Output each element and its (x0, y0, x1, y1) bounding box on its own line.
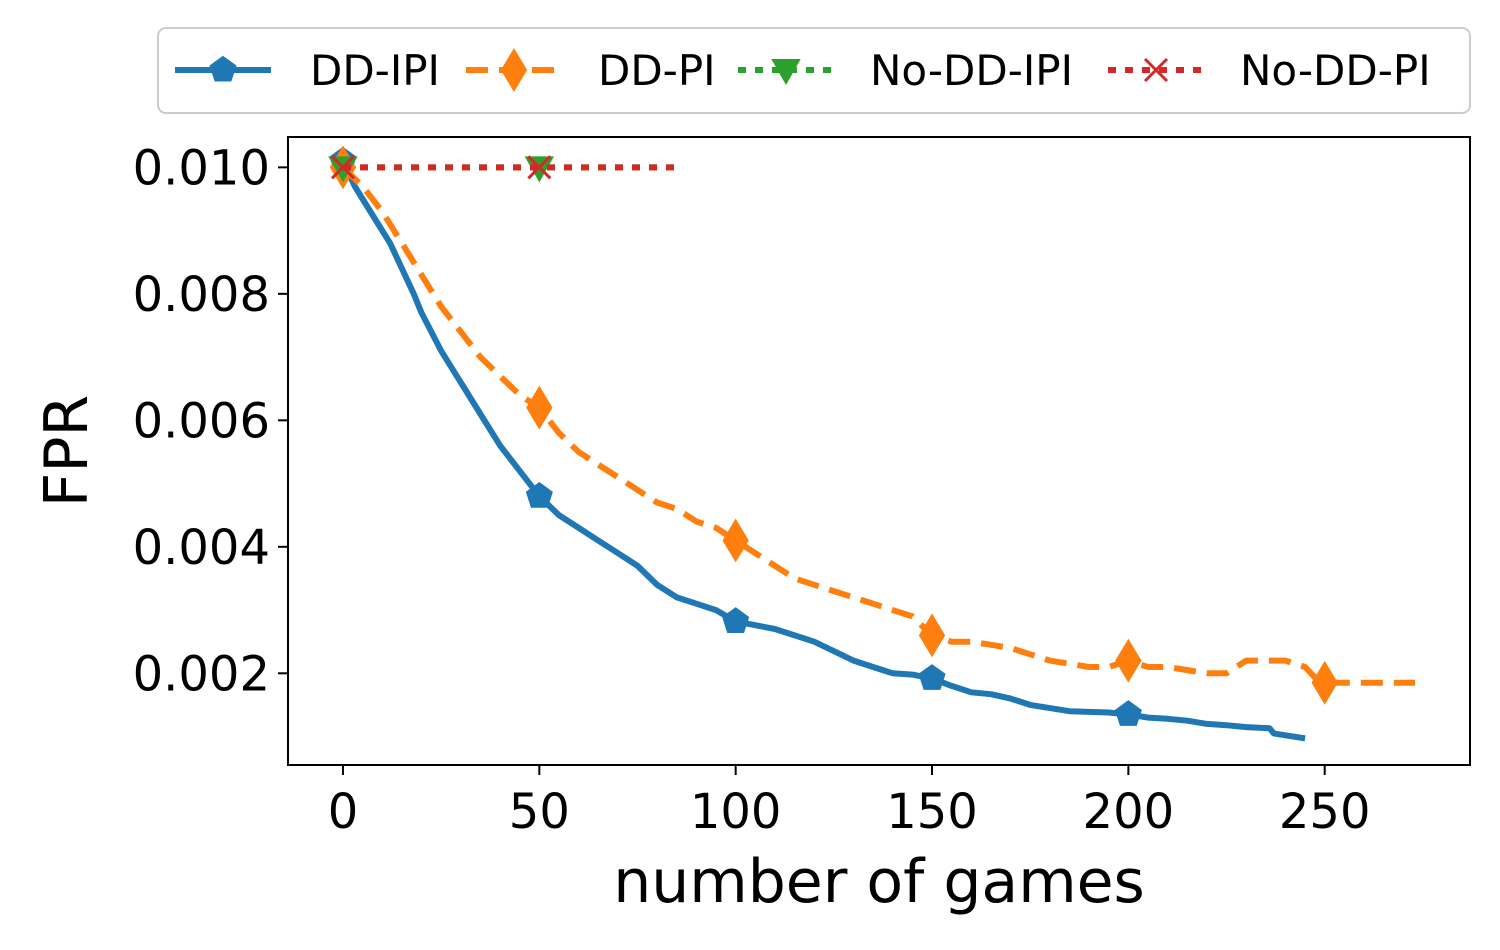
x-tick-label: 50 (509, 784, 570, 840)
x-tick-label: 200 (1083, 784, 1175, 840)
legend: DD-IPI DD-PI No-DD-IPI No-DD-PI (157, 27, 1471, 114)
data-point (525, 481, 553, 508)
data-point (527, 155, 552, 180)
y-tick-label: 0.010 (133, 140, 270, 196)
legend-item-dd-ipi: DD-IPI (175, 46, 440, 95)
series-no-dd-pi (330, 155, 677, 180)
x-tick-label: 100 (690, 784, 782, 840)
data-point (526, 385, 553, 430)
y-axis: 0.002 0.004 0.006 0.008 0.010 (133, 140, 288, 702)
legend-marker (771, 59, 801, 86)
x-axis-label: number of games (613, 847, 1145, 917)
series-line (340, 165, 1415, 686)
legend-label: No-DD-IPI (870, 46, 1073, 95)
data-point (1114, 700, 1142, 726)
x-axis: 0 50 100 150 200 250 (328, 765, 1371, 840)
legend-marker (209, 55, 237, 82)
data-point (722, 518, 749, 563)
series-line (340, 159, 1306, 742)
data-point (1115, 638, 1142, 683)
y-axis-label: FPR (32, 395, 102, 507)
data-point (918, 613, 946, 658)
y-tick-label: 0.006 (133, 393, 270, 449)
legend-item-no-dd-ipi: No-DD-IPI (738, 46, 1073, 95)
y-tick-label: 0.008 (133, 267, 270, 323)
data-point (1311, 660, 1338, 705)
x-tick-label: 150 (886, 784, 978, 840)
legend-marker (500, 48, 528, 92)
data-point (722, 607, 750, 633)
y-tick-label: 0.002 (133, 646, 270, 702)
y-tick-label: 0.004 (133, 520, 270, 576)
legend-item-no-dd-pi: No-DD-PI (1108, 46, 1431, 95)
data-point (918, 664, 946, 690)
plot-area (287, 136, 1471, 766)
legend-item-dd-pi: DD-PI (466, 46, 716, 95)
legend-label: No-DD-PI (1240, 46, 1431, 95)
plot-frame (287, 136, 1471, 766)
x-tick-label: 250 (1279, 784, 1371, 840)
data-point (330, 155, 356, 180)
legend-label: DD-PI (598, 46, 716, 95)
legend-label: DD-IPI (310, 46, 440, 95)
series-layer (328, 145, 1415, 742)
x-tick-label: 0 (328, 784, 359, 840)
legend-marker (1143, 57, 1169, 83)
